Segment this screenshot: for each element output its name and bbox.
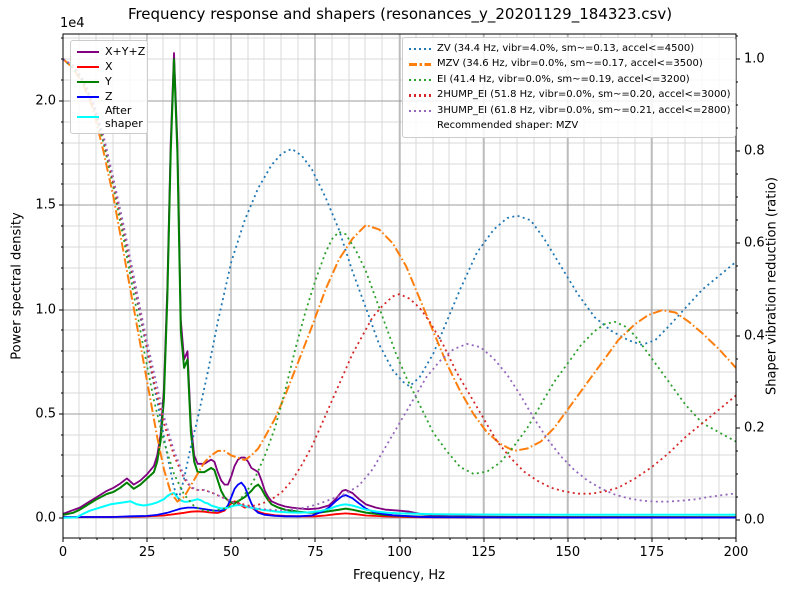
legend-item-label: Y — [105, 75, 112, 88]
x-tick-label: 75 — [307, 545, 324, 560]
y-axis-label-right: Shaper vibration reduction (ratio) — [764, 177, 780, 395]
legend-item-2hump-ei: 2HUMP_EI (51.8 Hz, vibr=0.0%, sm~=0.20, … — [409, 88, 731, 104]
legend-item-label: 2HUMP_EI (51.8 Hz, vibr=0.0%, sm~=0.20, … — [437, 89, 731, 101]
legend-line-sample-icon — [77, 80, 99, 83]
legend-line-sample-icon — [409, 109, 431, 112]
legend-line-sample-icon — [77, 65, 99, 68]
legend-item-label: Recommended shaper: MZV — [437, 120, 579, 132]
y-right-tick-label: 0.6 — [744, 235, 765, 251]
series-3hump-ei-line — [63, 58, 736, 512]
legend-line-sample-icon — [409, 94, 431, 97]
legend-item-3hump-ei: 3HUMP_EI (61.8 Hz, vibr=0.0%, sm~=0.21, … — [409, 103, 731, 119]
x-tick-label: 150 — [555, 545, 581, 560]
legend-item-ei: EI (41.4 Hz, vibr=0.0%, sm~=0.19, accel<… — [409, 72, 729, 88]
series-2hump-ei-line — [63, 58, 736, 508]
series-mzv-line — [63, 58, 736, 503]
y-axis-label-left: Power spectral density — [9, 212, 25, 360]
legend-line-sample-icon — [409, 63, 431, 66]
y-right-tick-label: 0.2 — [744, 420, 765, 436]
axes-spines-ticks — [59, 33, 740, 542]
legend-line-sample-icon — [77, 116, 99, 118]
legend-recommended-shaper-note: Recommended shaper: MZV — [409, 119, 729, 135]
legend-item-label: X+Y+Z — [105, 45, 146, 58]
legend-item-label: X — [105, 60, 113, 73]
legend-shapers: ZV (34.4 Hz, vibr=4.0%, sm~=0.13, accel<… — [402, 37, 736, 138]
y-left-tick-label: 2.0 — [35, 93, 56, 109]
chart-title: Frequency response and shapers (resonanc… — [127, 5, 673, 23]
y-right-tick-label: 1.0 — [744, 51, 765, 67]
y-right-tick-label: 0.4 — [744, 328, 765, 344]
y-axis-offset-label: 1e4 — [60, 16, 85, 31]
series-ei-line — [63, 58, 736, 512]
y-left-tick-label: 0.5 — [35, 406, 56, 422]
series-x-y-z-line — [63, 52, 736, 519]
legend-item-zv: ZV (34.4 Hz, vibr=4.0%, sm~=0.13, accel<… — [409, 41, 729, 57]
legend-item-label: MZV (34.6 Hz, vibr=0.0%, sm~=0.17, accel… — [437, 58, 703, 70]
y-left-tick-label: 1.5 — [35, 197, 56, 213]
legend-item-y: Y — [77, 74, 141, 89]
x-axis-label: Frequency, Hz — [352, 568, 446, 583]
series-zv-line — [63, 58, 736, 501]
series-y-line — [63, 58, 736, 519]
legend-item-label: Z — [105, 90, 113, 103]
x-tick-label: 125 — [471, 545, 497, 560]
legend-item-x: X — [77, 59, 141, 74]
legend-line-sample-icon — [409, 47, 431, 50]
legend-item-label: 3HUMP_EI (61.8 Hz, vibr=0.0%, sm~=0.21, … — [437, 104, 731, 116]
y-left-tick-label: 0.0 — [35, 510, 56, 526]
legend-item-label: After shaper — [105, 104, 143, 130]
legend-item-label: ZV (34.4 Hz, vibr=4.0%, sm~=0.13, accel<… — [437, 42, 695, 54]
x-tick-label: 100 — [387, 545, 412, 560]
x-tick-label: 25 — [138, 545, 156, 560]
legend-line-sample-icon — [409, 78, 431, 81]
legend-psd: X+Y+Z X Y Z After shaper — [70, 40, 148, 134]
x-tick-label: 175 — [639, 545, 665, 560]
legend-spacer — [409, 125, 431, 128]
x-tick-label: 200 — [723, 545, 749, 560]
legend-item-mzv: MZV (34.6 Hz, vibr=0.0%, sm~=0.17, accel… — [409, 57, 729, 73]
y-right-tick-label: 0.0 — [744, 512, 765, 528]
legend-line-sample-icon — [77, 50, 99, 53]
y-left-tick-label: 1.0 — [35, 302, 56, 317]
legend-line-sample-icon — [77, 95, 99, 98]
y-right-tick-label: 0.8 — [744, 143, 765, 159]
x-tick-label: 50 — [222, 545, 240, 560]
legend-item-x-y-z: X+Y+Z — [77, 44, 145, 59]
legend-item-z: Z — [77, 89, 141, 104]
legend-item-label: EI (41.4 Hz, vibr=0.0%, sm~=0.19, accel<… — [437, 73, 690, 85]
x-tick-label: 0 — [58, 545, 68, 560]
series-lines — [63, 52, 736, 519]
legend-item-after-shaper: After shaper — [77, 104, 143, 130]
series-after-shaper-line — [63, 492, 736, 519]
